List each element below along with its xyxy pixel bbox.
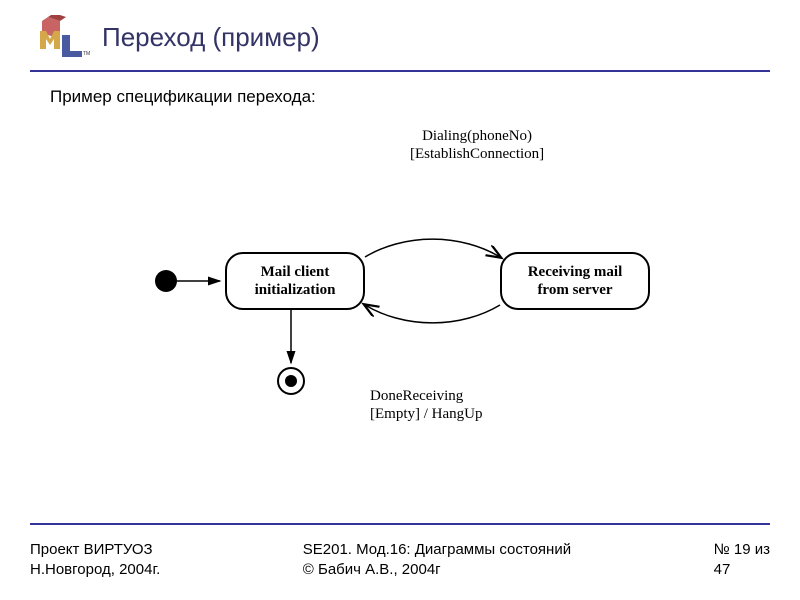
transition-top-line2: [EstablishConnection] <box>410 146 544 162</box>
edge-bottom <box>365 305 500 323</box>
footer-right: № 19 из 47 <box>714 540 770 581</box>
header-divider <box>30 70 770 72</box>
footer-center-line1: SE201. Мод.16: Диаграммы состояний <box>303 541 571 558</box>
footer-center-line2: © Бабич А.В., 2004г <box>303 561 441 578</box>
footer-center: SE201. Мод.16: Диаграммы состояний © Баб… <box>303 540 571 581</box>
state-mail-client-init: Mail client initialization <box>225 252 365 310</box>
uml-logo: TM <box>30 15 90 60</box>
footer-left: Проект ВИРТУОЗ Н.Новгород, 2004г. <box>30 540 160 581</box>
footer-right-line2: 47 <box>714 561 731 578</box>
final-state-dot <box>285 375 297 387</box>
footer-left-line1: Проект ВИРТУОЗ <box>30 541 153 558</box>
footer-right-line1: № 19 из <box>714 541 770 558</box>
transition-bottom-line2: [Empty] / HangUp <box>370 406 482 422</box>
edge-top <box>365 239 500 257</box>
header: TM Переход (пример) <box>0 0 800 70</box>
transition-label-bottom: DoneReceiving [Empty] / HangUp <box>370 387 482 423</box>
state1-line1: Mail client <box>261 264 330 280</box>
slide-title: Переход (пример) <box>102 22 320 53</box>
state-receiving-mail: Receiving mail from server <box>500 252 650 310</box>
footer-divider <box>30 523 770 525</box>
final-state <box>277 367 305 395</box>
state2-line2: from server <box>537 282 612 298</box>
intro-text: Пример спецификации перехода: <box>50 87 800 107</box>
footer-left-line2: Н.Новгород, 2004г. <box>30 561 160 578</box>
footer: Проект ВИРТУОЗ Н.Новгород, 2004г. SE201.… <box>30 540 770 581</box>
logo-l <box>62 35 82 57</box>
state-diagram: Dialing(phoneNo) [EstablishConnection] M… <box>100 127 700 437</box>
state2-line1: Receiving mail <box>528 264 623 280</box>
svg-text:TM: TM <box>83 51 90 57</box>
transition-top-line1: Dialing(phoneNo) <box>422 128 532 144</box>
transition-label-top: Dialing(phoneNo) [EstablishConnection] <box>410 127 544 163</box>
state1-line2: initialization <box>255 282 336 298</box>
transition-bottom-line1: DoneReceiving <box>370 388 463 404</box>
initial-state <box>155 270 177 292</box>
